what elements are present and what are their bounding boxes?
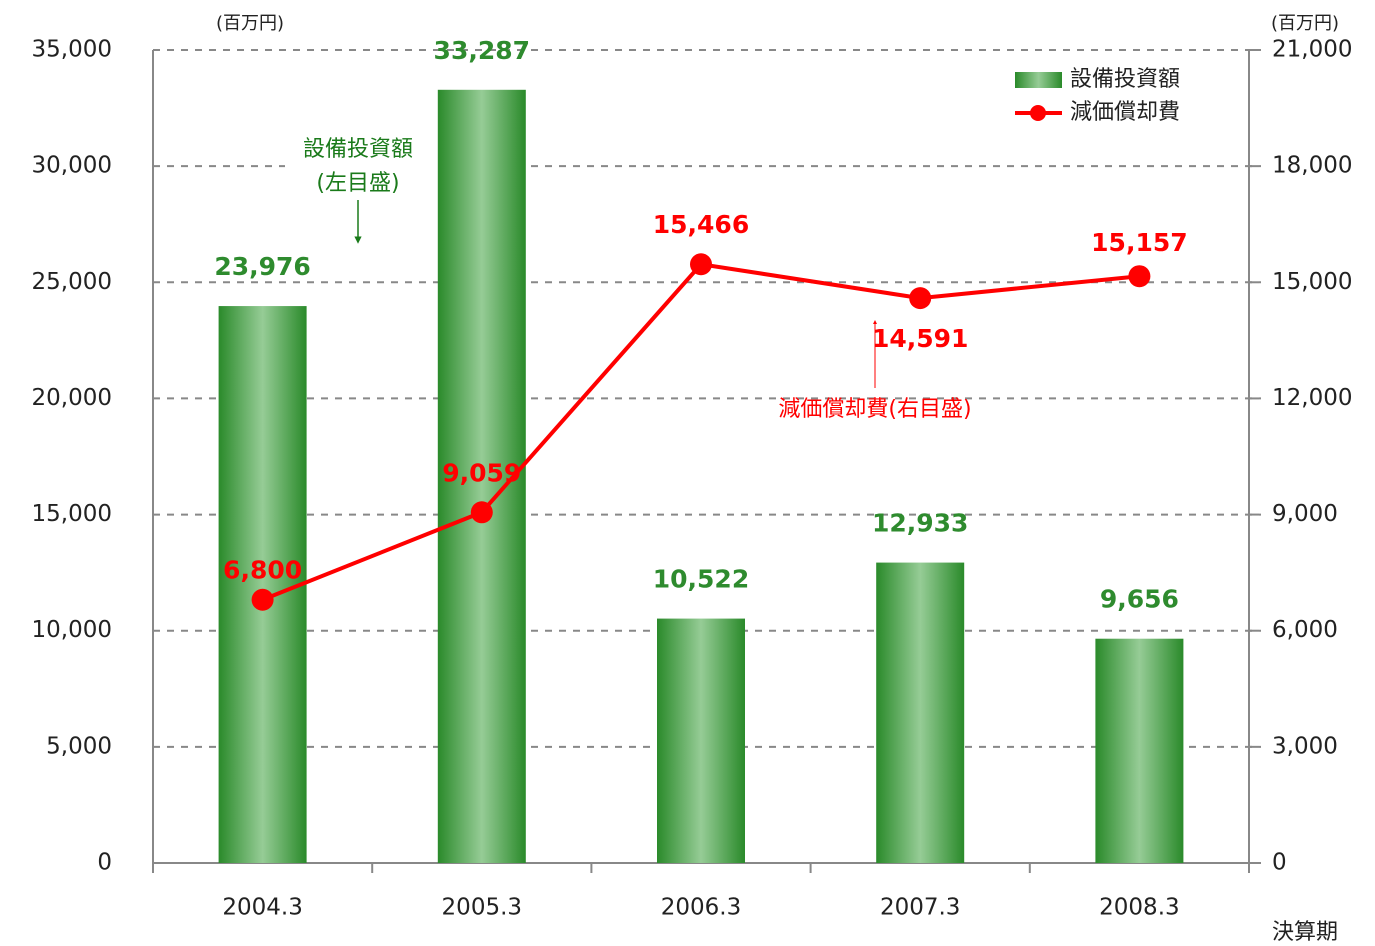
y-tick-label: 35,000 bbox=[32, 37, 112, 63]
annotation-bg bbox=[285, 130, 445, 196]
y2-tick-label: 21,000 bbox=[1272, 37, 1352, 63]
y-tick-label: 15,000 bbox=[32, 501, 112, 527]
bar bbox=[218, 306, 307, 863]
y2-tick-label: 12,000 bbox=[1272, 385, 1352, 411]
line-point bbox=[1128, 265, 1151, 288]
annotation: 減価償却費(右目盛) bbox=[778, 397, 971, 422]
line-point bbox=[251, 588, 274, 611]
annotation: 設備投資額 bbox=[303, 137, 413, 162]
line-point bbox=[470, 501, 493, 524]
y2-unit: (百万円) bbox=[1271, 13, 1339, 34]
line-value-label: 15,466 bbox=[653, 210, 749, 239]
x-tick-label: 2008.3 bbox=[1099, 895, 1179, 921]
y2-tick-label: 6,000 bbox=[1272, 617, 1338, 643]
line-point bbox=[690, 253, 712, 276]
bar-value-label: 12,933 bbox=[872, 509, 968, 538]
y2-tick-label: 3,000 bbox=[1272, 733, 1338, 759]
y2-tick-label: 18,000 bbox=[1272, 153, 1352, 179]
x-tick-label: 2007.3 bbox=[880, 895, 960, 921]
line bbox=[261, 262, 1140, 602]
y-tick-label: 5,000 bbox=[46, 733, 112, 759]
bar-value-label: 10,522 bbox=[653, 565, 749, 594]
y-tick-label: 0 bbox=[97, 850, 112, 876]
y-unit: (百万円) bbox=[216, 13, 284, 34]
legend-label: 減価償却費 bbox=[1070, 100, 1180, 125]
line-value-label: 6,800 bbox=[223, 556, 302, 585]
bar bbox=[876, 562, 965, 863]
y-tick-label: 30,000 bbox=[32, 153, 112, 179]
y2-tick-label: 0 bbox=[1272, 850, 1287, 876]
line-point bbox=[909, 287, 932, 310]
y2-tick-label: 9,000 bbox=[1272, 501, 1338, 527]
legend-swatch bbox=[1015, 72, 1062, 88]
y-tick-label: 10,000 bbox=[32, 617, 112, 643]
x-axis-label: 決算期 bbox=[1272, 920, 1338, 945]
y-tick-label: 25,000 bbox=[32, 269, 112, 295]
bar-value-label: 33,287 bbox=[434, 36, 530, 65]
x-tick-label: 2004.3 bbox=[222, 895, 302, 921]
line-value-label: 14,591 bbox=[872, 324, 968, 353]
legend-swatch bbox=[1030, 105, 1046, 121]
bar-value-label: 9,656 bbox=[1100, 585, 1179, 614]
y2-tick-label: 15,000 bbox=[1272, 269, 1352, 295]
y-tick-label: 20,000 bbox=[32, 385, 112, 411]
bar bbox=[1095, 638, 1184, 863]
legend-label: 設備投資額 bbox=[1070, 67, 1180, 92]
line-value-label: 15,157 bbox=[1091, 228, 1187, 257]
line-value-label: 9,059 bbox=[442, 458, 521, 487]
x-tick-label: 2006.3 bbox=[661, 895, 741, 921]
bar bbox=[657, 618, 745, 863]
bar-value-label: 23,976 bbox=[214, 252, 310, 281]
x-tick-label: 2005.3 bbox=[442, 895, 522, 921]
annotation: (左目盛) bbox=[316, 171, 399, 196]
